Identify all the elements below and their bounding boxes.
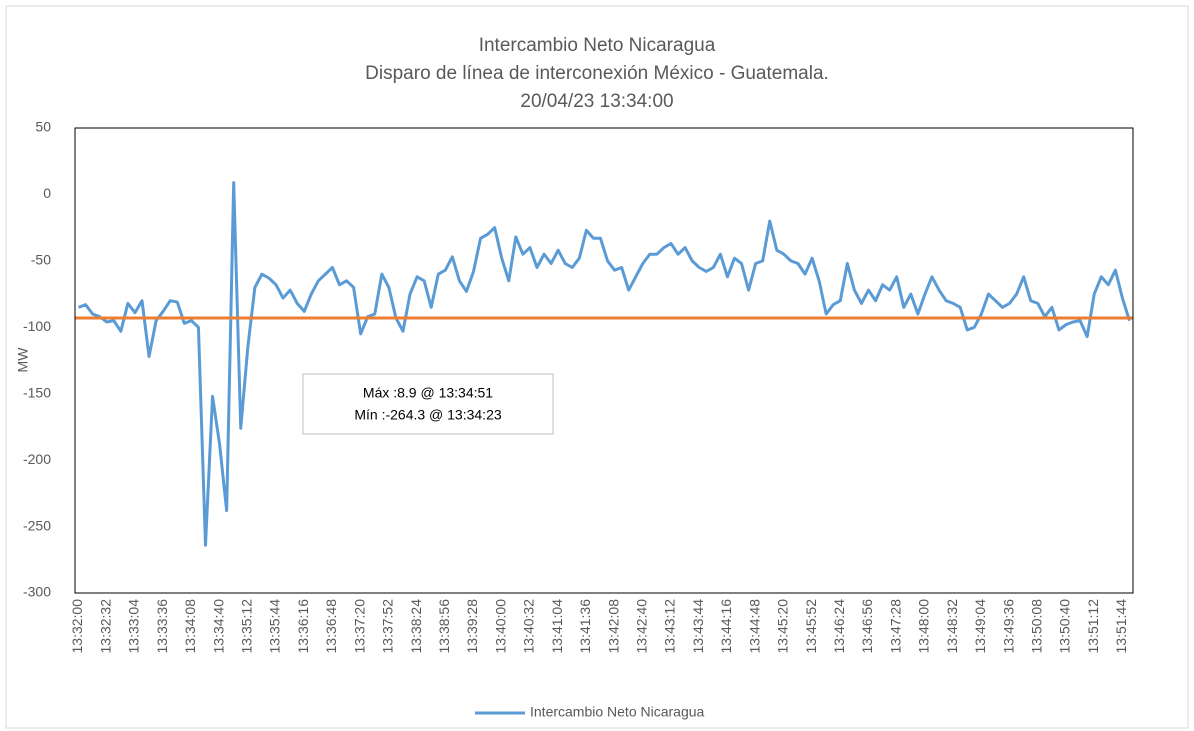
x-tick-label: 13:35:44 — [267, 599, 283, 654]
y-tick-label: -100 — [23, 318, 51, 334]
y-tick-label: -50 — [31, 252, 51, 268]
x-tick-label: 13:41:04 — [549, 599, 565, 654]
annotation: Mín :-264.3 @ 13:34:23 — [354, 407, 502, 423]
x-tick-label: 13:32:32 — [97, 599, 113, 654]
annotation: Máx :8.9 @ 13:34:51 — [363, 385, 493, 401]
y-tick-label: -300 — [23, 584, 51, 600]
x-tick-label: 13:50:40 — [1057, 599, 1073, 654]
x-tick-label: 13:37:20 — [351, 599, 367, 654]
x-tick-label: 13:39:28 — [464, 599, 480, 654]
x-tick-label: 13:38:56 — [436, 599, 452, 654]
x-tick-label: 13:45:52 — [803, 599, 819, 654]
x-tick-label: 13:43:44 — [690, 599, 706, 654]
x-tick-label: 13:32:00 — [69, 599, 85, 654]
y-tick-label: -150 — [23, 384, 51, 400]
chart-frame — [5, 5, 1189, 729]
plot-area — [74, 127, 1134, 594]
legend-label: Intercambio Neto Nicaragua — [530, 704, 705, 720]
y-tick-label: -250 — [23, 517, 51, 533]
x-tick-label: 13:36:16 — [295, 599, 311, 654]
annotation-box — [302, 373, 554, 435]
x-tick-label: 13:33:04 — [126, 599, 142, 654]
x-tick-label: 13:50:08 — [1028, 599, 1044, 654]
x-tick-label: 13:36:48 — [323, 599, 339, 654]
y-tick-label: 50 — [35, 119, 51, 135]
x-tick-label: 13:46:24 — [831, 599, 847, 654]
line-series — [78, 181, 1131, 547]
x-tick-label: 13:49:36 — [1000, 599, 1016, 654]
y-tick-label: -200 — [23, 451, 51, 467]
chart-date: 20/04/23 13:34:00 — [520, 91, 673, 112]
x-tick-label: 13:48:00 — [916, 599, 932, 654]
x-tick-label: 13:44:16 — [718, 599, 734, 654]
x-tick-label: 13:48:32 — [944, 599, 960, 654]
x-tick-label: 13:51:44 — [1113, 599, 1129, 654]
y-tick-label: 0 — [43, 185, 51, 201]
x-tick-label: 13:34:08 — [182, 599, 198, 654]
x-tick-label: 13:43:12 — [662, 599, 678, 654]
x-tick-label: 13:46:56 — [859, 599, 875, 654]
x-tick-label: 13:42:08 — [605, 599, 621, 654]
chart-subtitle: Disparo de línea de interconexión México… — [365, 63, 829, 84]
x-tick-label: 13:40:32 — [521, 599, 537, 654]
chart-title: Intercambio Neto Nicaragua — [479, 35, 716, 56]
x-tick-label: 13:41:36 — [577, 599, 593, 654]
x-tick-label: 13:33:36 — [154, 599, 170, 654]
x-tick-label: 13:45:20 — [775, 599, 791, 654]
x-tick-label: 13:40:00 — [492, 599, 508, 654]
x-tick-label: 13:44:48 — [746, 599, 762, 654]
x-tick-label: 13:35:12 — [239, 599, 255, 654]
x-tick-label: 13:49:04 — [972, 599, 988, 654]
y-axis-label: MW — [15, 347, 31, 373]
x-tick-label: 13:42:40 — [633, 599, 649, 654]
x-tick-label: 13:37:52 — [380, 599, 396, 654]
x-tick-label: 13:34:40 — [210, 599, 226, 654]
x-tick-label: 13:51:12 — [1085, 599, 1101, 654]
x-tick-label: 13:38:24 — [408, 599, 424, 654]
x-tick-label: 13:47:28 — [887, 599, 903, 654]
